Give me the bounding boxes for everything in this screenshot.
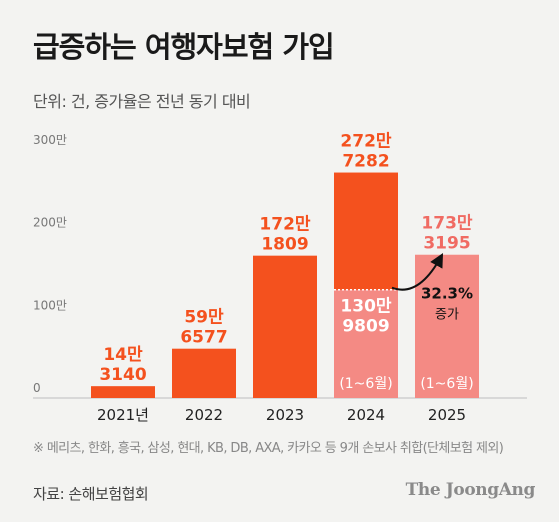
y-tick-label: 100만 <box>33 298 67 312</box>
growth-percent: 32.3% <box>421 285 473 303</box>
y-tick-label: 0 <box>33 381 41 395</box>
overlay-value-label: 130만 <box>340 297 391 317</box>
value-label: 14만 <box>103 345 143 365</box>
period-label: (1~6월) <box>339 376 392 392</box>
value-label: 6577 <box>180 328 227 348</box>
bar-2022 <box>172 348 236 398</box>
x-tick-label: 2022 <box>185 406 223 424</box>
value-label: 272만 <box>340 132 391 152</box>
chart-subtitle: 단위: 건, 증가율은 전년 동기 대비 <box>33 92 251 111</box>
x-tick-label: 2021년 <box>97 406 149 424</box>
x-tick-label: 2024 <box>347 406 385 424</box>
value-label: 1809 <box>261 235 308 255</box>
brand-logo: The JoongAng <box>405 480 536 500</box>
value-label: 173만 <box>421 214 472 234</box>
y-tick-label: 300만 <box>33 133 67 147</box>
y-tick-label: 200만 <box>33 216 67 230</box>
growth-text: 증가 <box>435 308 459 323</box>
value-label: 172만 <box>259 215 310 235</box>
source-credit: 자료: 손해보험협회 <box>33 485 149 503</box>
overlay-value-label: 9809 <box>342 317 389 337</box>
bar-2023 <box>253 255 317 398</box>
value-label: 3195 <box>423 234 470 254</box>
value-label: 3140 <box>99 365 146 385</box>
footnote: ※ 메리츠, 한화, 흥국, 삼성, 현대, KB, DB, AXA, 카카오 … <box>33 441 504 456</box>
growth-arrow <box>391 253 444 291</box>
bar-overlay-first-half <box>334 289 398 398</box>
x-tick-label: 2023 <box>266 406 304 424</box>
value-label: 59만 <box>184 308 224 328</box>
chart-title: 급증하는 여행자보험 가입 <box>33 30 335 64</box>
x-tick-label: 2025 <box>428 406 466 424</box>
period-label: (1~6월) <box>420 376 473 392</box>
value-label: 7282 <box>342 152 389 172</box>
bar-2021년 <box>91 386 155 398</box>
